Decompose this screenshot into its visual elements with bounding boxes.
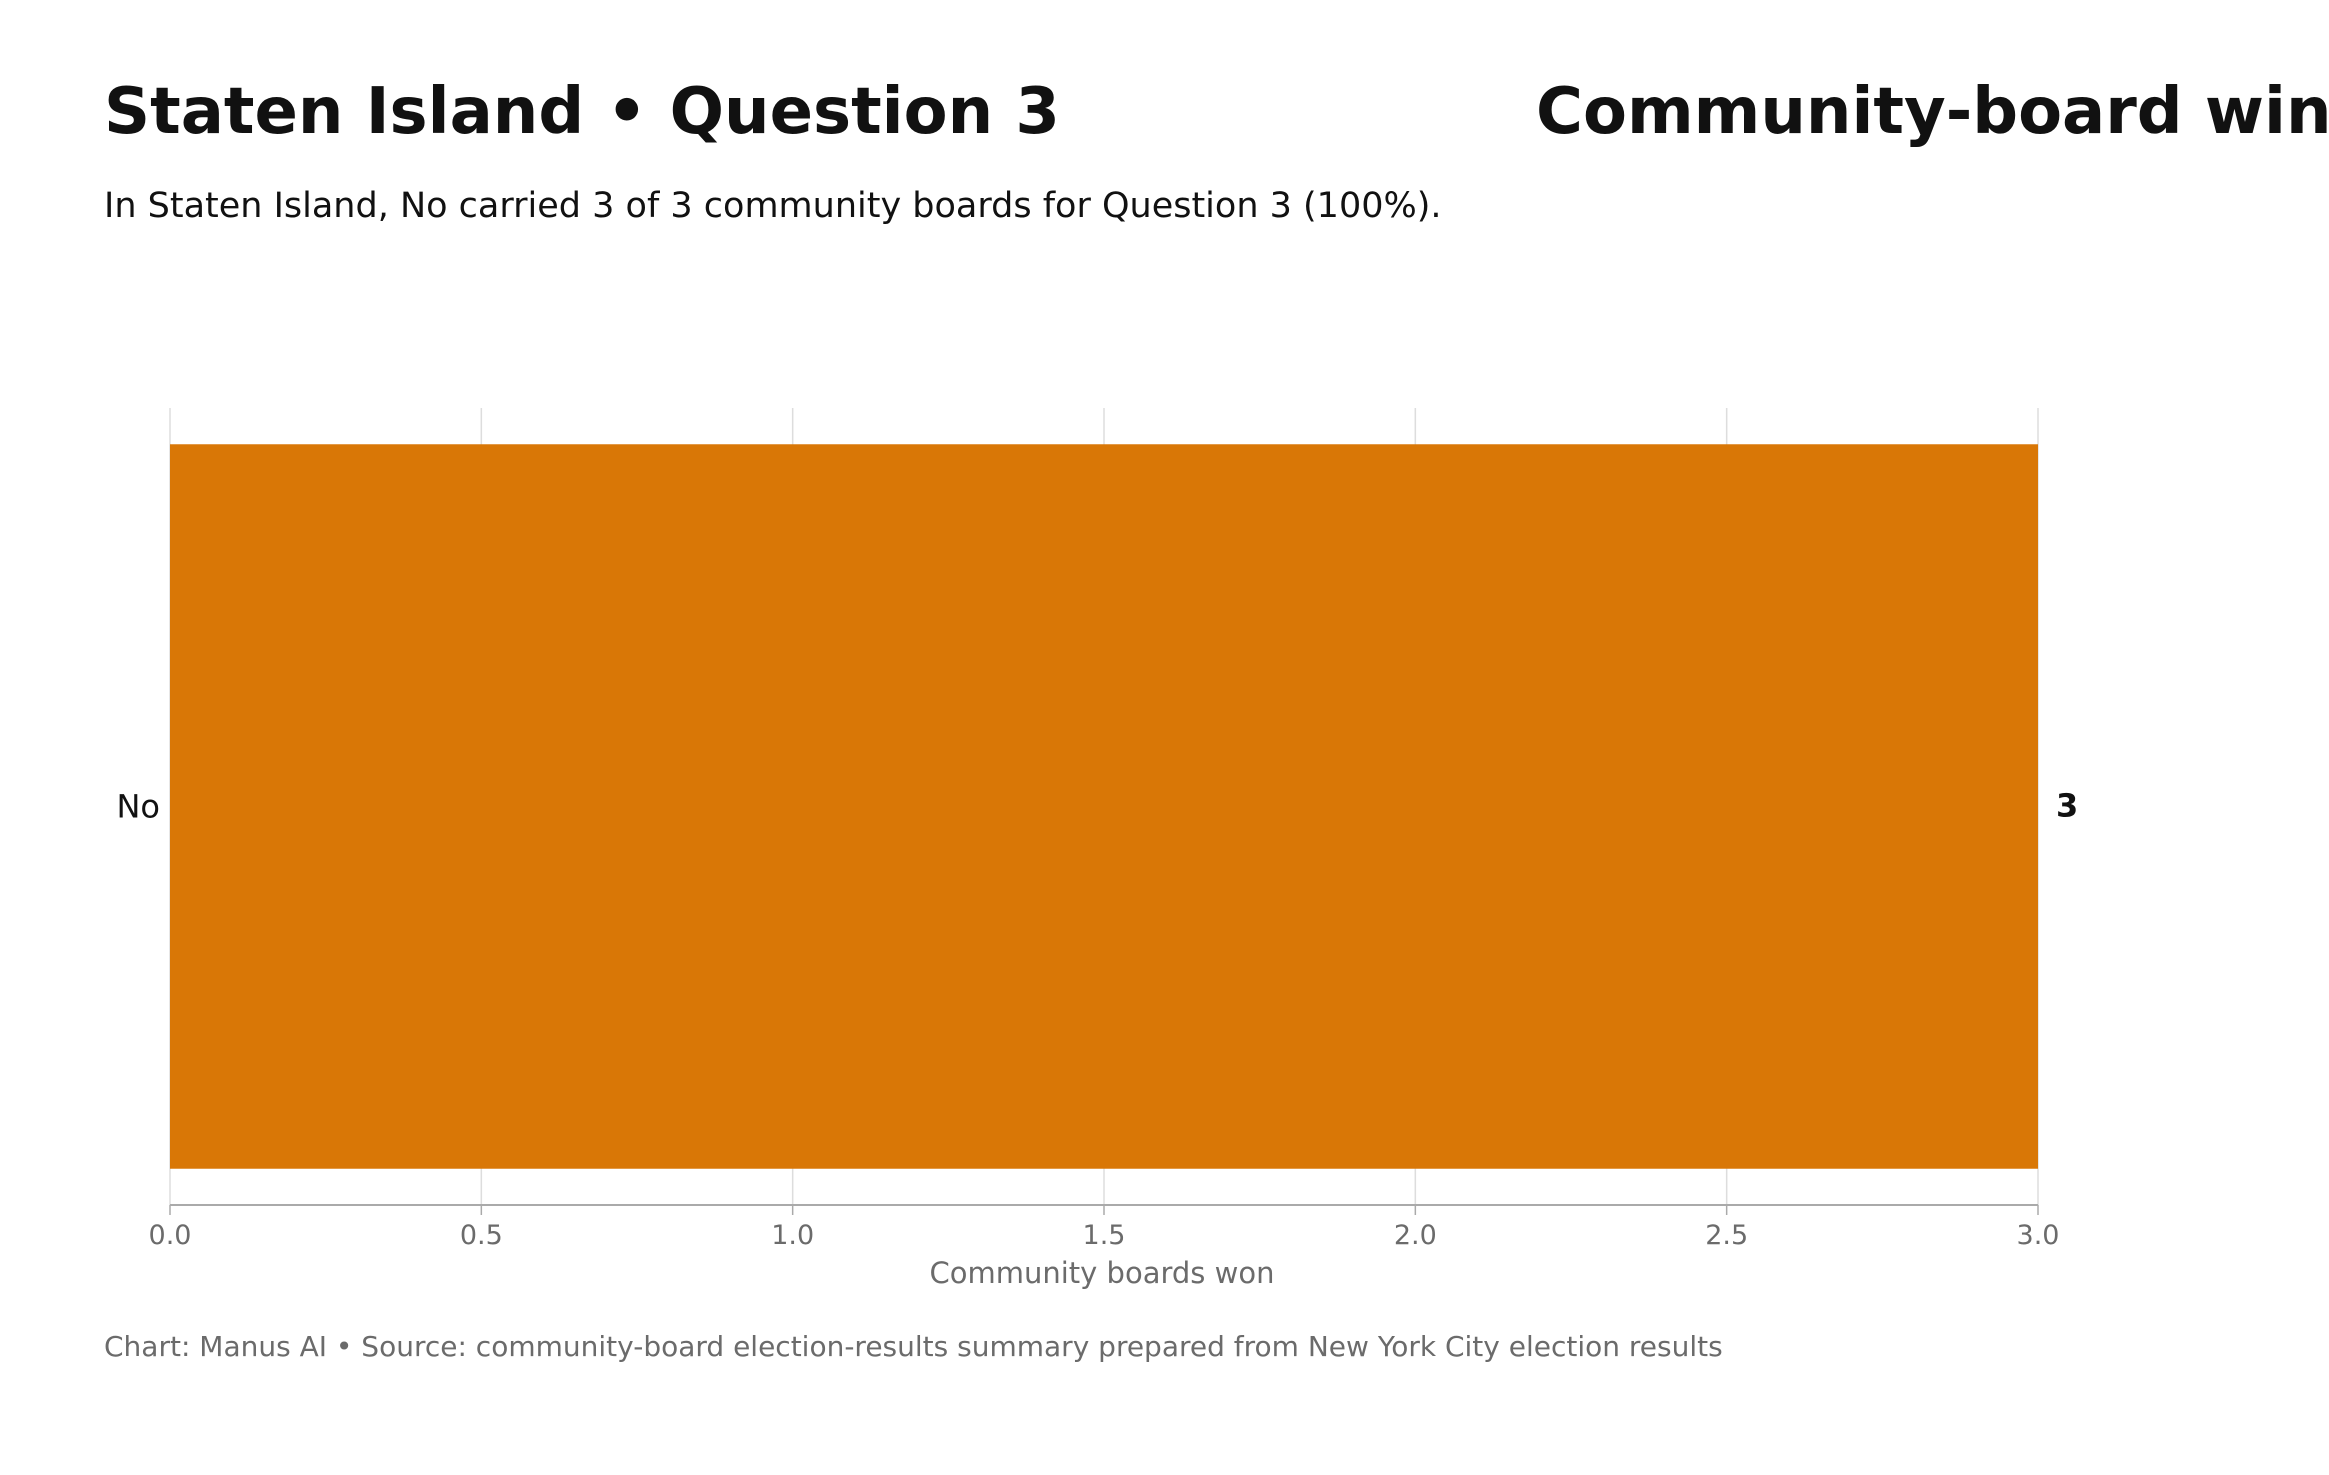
x-tick-label: 3.0	[2017, 1220, 2060, 1251]
x-axis: 0.0 0.5 1.0 1.5 2.0 2.5 3.0	[149, 1204, 2060, 1251]
bar-no	[170, 444, 2038, 1169]
x-tick-label: 2.5	[1705, 1220, 1748, 1251]
bars	[170, 444, 2038, 1169]
y-tick-label: No	[116, 788, 160, 826]
x-tick-label: 2.0	[1394, 1220, 1437, 1251]
x-tick-label: 0.5	[460, 1220, 503, 1251]
chart-subtitle: In Staten Island, No carried 3 of 3 comm…	[104, 186, 1442, 226]
labels: No 3	[116, 787, 2078, 826]
x-axis-label: Community boards won	[930, 1256, 1275, 1290]
x-tick-label: 1.0	[771, 1220, 814, 1251]
chart-panel-title: Community-board wins	[1536, 75, 2329, 149]
data-label: 3	[2056, 787, 2078, 825]
chart-title: Staten Island • Question 3	[104, 75, 1060, 149]
source-note: Chart: Manus AI • Source: community-boar…	[104, 1330, 1723, 1363]
x-tick-label: 1.5	[1083, 1220, 1126, 1251]
x-tick-label: 0.0	[149, 1220, 192, 1251]
